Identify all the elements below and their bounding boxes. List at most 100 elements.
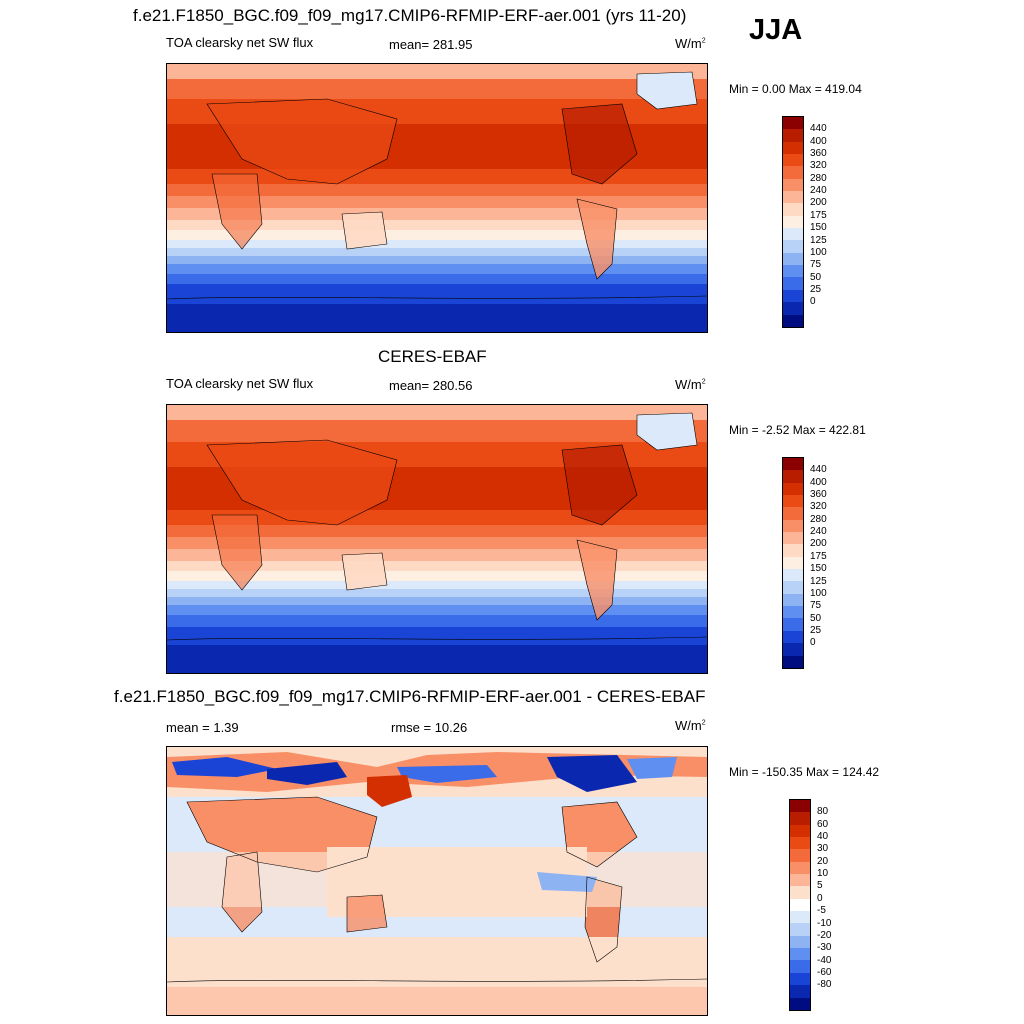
colorbar-swatch — [783, 141, 803, 155]
colorbar-swatch — [790, 800, 810, 813]
colorbar-swatch — [783, 655, 803, 668]
colorbar-swatch — [783, 265, 803, 278]
panel2-land-features — [207, 413, 697, 620]
colorbar-swatch — [783, 252, 803, 266]
colorbar-swatch — [783, 203, 803, 216]
colorbar-label: 360 — [810, 148, 827, 160]
colorbar-label: 5 — [817, 880, 823, 892]
panel2-mean: mean= 280.56 — [389, 378, 473, 393]
colorbar-swatch — [790, 935, 810, 949]
colorbar-label: 0 — [817, 892, 823, 904]
colorbar-label: 10 — [817, 868, 829, 880]
colorbar-label: 320 — [810, 501, 827, 513]
colorbar-swatch — [783, 507, 803, 520]
colorbar-label: 50 — [810, 271, 822, 283]
panel3-map — [166, 746, 708, 1016]
colorbar-label: 320 — [810, 160, 827, 172]
colorbar-swatch — [790, 960, 810, 973]
panel2-units: W/m2 — [675, 377, 706, 392]
colorbar-label: 360 — [810, 489, 827, 501]
colorbar-label: 400 — [810, 476, 827, 488]
colorbar-swatch — [783, 302, 803, 315]
panel2-map — [166, 404, 708, 674]
colorbar-label: 80 — [817, 806, 829, 818]
colorbar-swatch — [783, 495, 803, 508]
colorbar-label: 280 — [810, 513, 827, 525]
colorbar-label: -5 — [817, 905, 826, 917]
colorbar-label: 0 — [810, 296, 816, 308]
colorbar-label: -40 — [817, 954, 832, 966]
colorbar-swatch — [790, 972, 810, 986]
colorbar-label: 150 — [810, 563, 827, 575]
panel1-land-features — [207, 72, 697, 279]
colorbar-label: 175 — [810, 550, 827, 562]
colorbar-swatch — [790, 911, 810, 924]
panel3-rmse: rmse = 10.26 — [391, 720, 468, 735]
panel1-minmax: Min = 0.00 Max = 419.04 — [729, 82, 862, 96]
colorbar-label: -10 — [817, 917, 832, 929]
colorbar-swatch — [790, 824, 810, 838]
colorbar-swatch — [783, 117, 803, 130]
colorbar-swatch — [783, 618, 803, 631]
panel3-difference-field — [167, 747, 707, 1015]
panel2-colorbar — [782, 457, 804, 669]
panel3-minmax: Min = -150.35 Max = 124.42 — [729, 765, 880, 779]
panel3-coastlines — [167, 796, 707, 983]
panel2-variable: TOA clearsky net SW flux — [166, 376, 314, 391]
colorbar-swatch — [783, 458, 803, 471]
colorbar-label: -80 — [817, 979, 832, 991]
colorbar-swatch — [783, 314, 803, 327]
colorbar-label: -30 — [817, 942, 832, 954]
colorbar-swatch — [783, 277, 803, 290]
colorbar-swatch — [790, 948, 810, 961]
panel1-units: W/m2 — [675, 36, 706, 51]
colorbar-label: 20 — [817, 855, 829, 867]
colorbar-swatch — [783, 556, 803, 570]
colorbar-swatch — [790, 997, 810, 1010]
colorbar-label: 240 — [810, 185, 827, 197]
colorbar-label: 75 — [810, 259, 822, 271]
colorbar-label: -60 — [817, 966, 832, 978]
colorbar-swatch — [783, 532, 803, 545]
colorbar-swatch — [790, 923, 810, 936]
panel1-coastlines — [167, 71, 707, 300]
panel2-minmax: Min = -2.52 Max = 422.81 — [729, 423, 866, 437]
colorbar-label: 175 — [810, 209, 827, 221]
panel1-zonal-bands — [167, 64, 707, 332]
colorbar-label: 75 — [810, 600, 822, 612]
colorbar-label: 50 — [810, 612, 822, 624]
colorbar-label: 100 — [810, 587, 827, 599]
colorbar-swatch — [783, 643, 803, 656]
panel3-mean: mean = 1.39 — [166, 720, 239, 735]
panel2-coastlines — [167, 412, 707, 641]
season-label: JJA — [749, 14, 803, 46]
colorbar-swatch — [783, 228, 803, 241]
colorbar-swatch — [783, 593, 803, 607]
colorbar-swatch — [783, 129, 803, 142]
colorbar-swatch — [790, 874, 810, 887]
panel2-title: CERES-EBAF — [378, 347, 487, 366]
colorbar-label: 125 — [810, 575, 827, 587]
colorbar-label: 440 — [810, 464, 827, 476]
colorbar-swatch — [783, 215, 803, 229]
colorbar-label: 200 — [810, 538, 827, 550]
colorbar-label: 200 — [810, 197, 827, 209]
colorbar-label: 40 — [817, 831, 829, 843]
colorbar-swatch — [790, 985, 810, 998]
colorbar-swatch — [783, 191, 803, 204]
colorbar-swatch — [783, 519, 803, 533]
colorbar-label: 100 — [810, 246, 827, 258]
colorbar-label: 60 — [817, 818, 829, 830]
colorbar-label: 280 — [810, 172, 827, 184]
panel3-units: W/m2 — [675, 718, 706, 733]
colorbar-swatch — [783, 178, 803, 192]
colorbar-swatch — [783, 166, 803, 179]
colorbar-swatch — [783, 289, 803, 303]
panel1-variable: TOA clearsky net SW flux — [166, 35, 314, 50]
colorbar-swatch — [790, 849, 810, 862]
colorbar-swatch — [783, 482, 803, 496]
main-title: f.e21.F1850_BGC.f09_f09_mg17.CMIP6-RFMIP… — [133, 6, 687, 25]
colorbar-swatch — [783, 569, 803, 582]
colorbar-swatch — [783, 630, 803, 644]
colorbar-label: 440 — [810, 123, 827, 135]
